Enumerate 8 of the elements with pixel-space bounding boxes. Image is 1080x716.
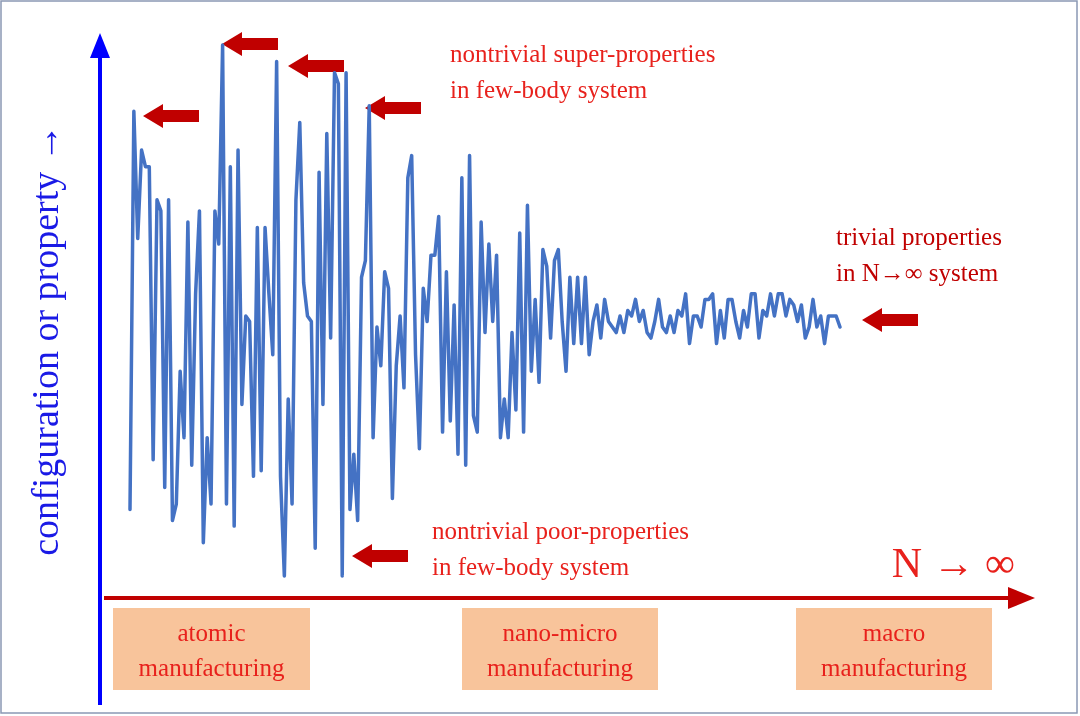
annotation: trivial properties in N→∞ system (836, 223, 1002, 286)
text: atomic manufacturing (138, 619, 285, 681)
annotation: nontrivial super-properties in few-body system (450, 40, 716, 103)
x-axis-title: N → ∞ (891, 540, 1015, 586)
y-axis-title: configuration or property → (24, 124, 66, 556)
text: macro manufacturing (821, 619, 968, 681)
text: nano-micro manufacturing (487, 619, 634, 681)
annotation: nontrivial poor-properties in few-body system (432, 517, 690, 580)
